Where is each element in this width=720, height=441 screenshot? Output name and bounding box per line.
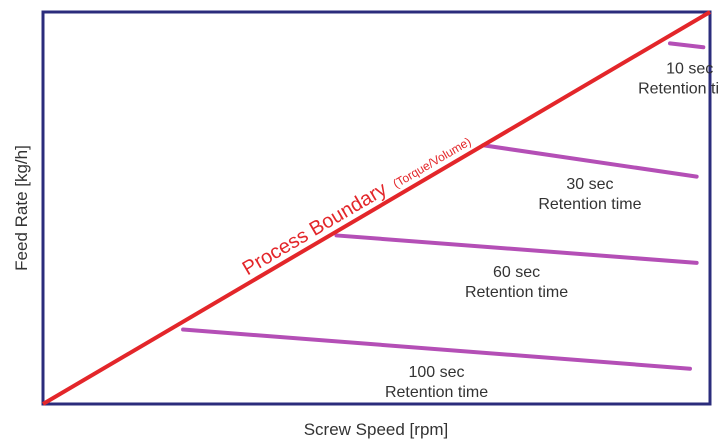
retention-label-1-1: Retention time xyxy=(538,196,641,213)
retention-line-2 xyxy=(334,233,699,265)
retention-label-0-0: 10 sec xyxy=(666,60,713,77)
retention-line-0 xyxy=(667,41,706,50)
retention-label-3-1: Retention time xyxy=(385,384,488,401)
process-boundary-label: Process Boundary (Torque/Volume) xyxy=(239,129,475,280)
retention-lines xyxy=(181,41,706,371)
retention-label-2-1: Retention time xyxy=(465,284,568,301)
retention-line-3 xyxy=(181,327,692,371)
process-boundary-line xyxy=(41,10,712,406)
retention-line-1 xyxy=(481,143,699,179)
y-axis-label: Feed Rate [kg/h] xyxy=(12,145,31,271)
retention-label-0-1: Retention time xyxy=(638,80,720,97)
process-boundary-title: Process Boundary xyxy=(239,178,391,280)
retention-annotations: 10 sec Retention time 30 sec Retention time… xyxy=(385,60,720,401)
x-axis-label: Screw Speed [rpm] xyxy=(304,420,449,439)
retention-label-2-0: 60 sec xyxy=(493,264,540,281)
retention-label-3-0: 100 sec xyxy=(409,364,465,381)
plot-frame xyxy=(41,10,712,406)
process-boundary-subtitle: (Torque/Volume) xyxy=(390,134,473,191)
retention-label-1-0: 30 sec xyxy=(566,176,613,193)
